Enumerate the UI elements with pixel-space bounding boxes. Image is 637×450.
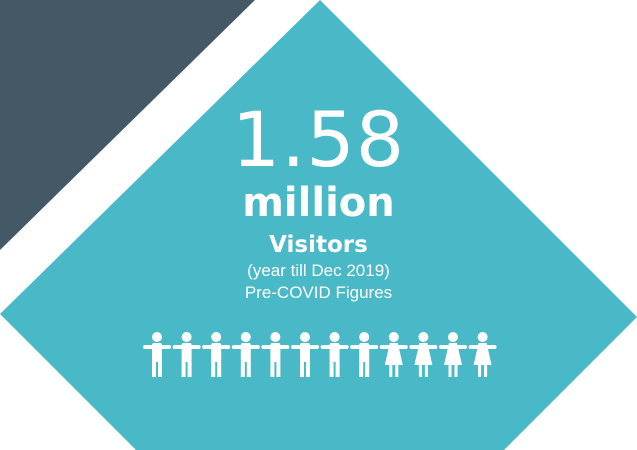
man-icon	[231, 332, 260, 377]
man-icon	[143, 332, 171, 377]
woman-icon	[379, 332, 408, 377]
period-note: (year till Dec 2019)	[247, 261, 390, 280]
woman-icon	[409, 332, 438, 377]
woman-icon	[439, 332, 467, 377]
man-icon	[172, 332, 201, 377]
visitor-count: 1.58	[231, 95, 406, 184]
man-icon	[350, 332, 379, 377]
dark-corner-triangle	[0, 0, 255, 250]
pre-covid-note: Pre-COVID Figures	[244, 283, 393, 302]
visitors-label: Visitors	[269, 232, 368, 258]
woman-icon	[468, 332, 497, 377]
visitor-count-unit: million	[242, 180, 395, 226]
man-icon	[202, 332, 231, 377]
man-icon	[291, 332, 319, 377]
man-icon	[261, 332, 290, 377]
man-icon	[320, 332, 349, 377]
